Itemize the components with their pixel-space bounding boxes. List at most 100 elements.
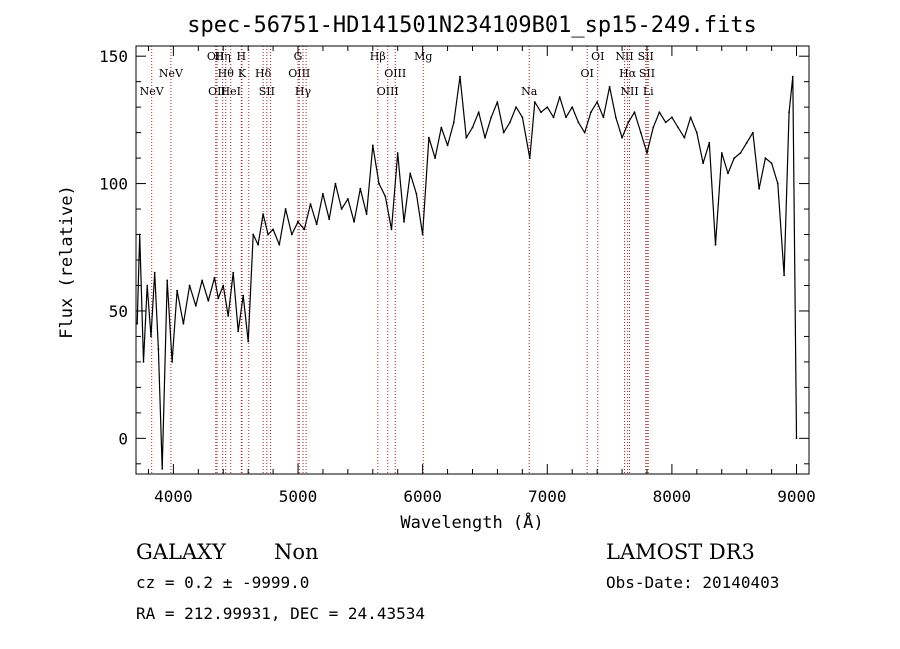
data-point-0-102 — [733, 157, 736, 160]
survey-name: LAMOST DR3 — [606, 540, 755, 564]
data-point-0-3 — [146, 284, 149, 287]
data-point-0-23 — [247, 340, 250, 343]
marker-label-22: OI — [580, 67, 593, 80]
data-point-0-42 — [359, 187, 362, 190]
data-point-0-2 — [142, 361, 145, 363]
data-point-0-46 — [384, 195, 387, 198]
x-tick-label-1: 5000 — [279, 487, 318, 506]
data-point-0-104 — [745, 141, 748, 144]
data-point-0-18 — [222, 284, 225, 287]
data-point-0-79 — [590, 111, 592, 114]
data-point-0-4 — [150, 335, 152, 338]
data-point-0-68 — [521, 116, 524, 119]
data-point-0-32 — [297, 220, 299, 223]
data-point-0-93 — [677, 126, 679, 129]
marker-label-17: Hβ — [370, 50, 386, 63]
data-point-0-100 — [720, 152, 723, 154]
data-point-0-73 — [552, 116, 555, 119]
data-point-0-24 — [252, 233, 255, 236]
data-point-0-92 — [671, 116, 673, 119]
data-point-0-101 — [727, 172, 729, 175]
marker-label-20: Mg — [414, 50, 432, 63]
y-axis-ticks: 0 50 100 150 — [99, 47, 809, 465]
data-point-0-57 — [452, 121, 455, 124]
marker-label-27: SII — [638, 50, 654, 63]
y-tick-label-0: 0 — [118, 429, 128, 448]
data-point-0-70 — [533, 101, 536, 103]
data-point-0-56 — [446, 144, 449, 147]
data-point-0-19 — [227, 315, 230, 317]
marker-label-0: NeV — [140, 85, 165, 98]
data-point-0-99 — [714, 243, 717, 246]
data-point-0-12 — [188, 284, 191, 287]
data-point-0-67 — [515, 106, 517, 108]
marker-label-18: OIII — [377, 85, 399, 98]
obs-date: Obs-Date: 20140403 — [606, 573, 779, 592]
object-class: GALAXY — [136, 540, 227, 564]
data-point-0-6 — [157, 348, 160, 351]
data-point-0-103 — [739, 152, 742, 154]
data-point-0-20 — [232, 271, 235, 274]
marker-label-11: SII — [259, 85, 275, 98]
data-point-0-54 — [434, 157, 436, 160]
data-point-0-105 — [752, 131, 754, 134]
data-point-0-59 — [465, 136, 468, 139]
data-point-0-45 — [378, 182, 380, 185]
marker-label-19: OIII — [384, 67, 406, 80]
spectrum-series — [136, 75, 798, 470]
marker-label-13: G — [294, 50, 303, 63]
data-point-0-77 — [577, 121, 580, 124]
marker-label-29: Li — [643, 85, 654, 98]
series-line-0 — [136, 75, 798, 470]
data-point-0-33 — [303, 228, 306, 231]
data-point-0-84 — [621, 136, 623, 139]
data-point-0-96 — [695, 131, 698, 134]
data-point-0-13 — [194, 305, 197, 307]
data-point-0-76 — [571, 106, 574, 108]
data-point-0-52 — [421, 233, 424, 236]
x-tick-label-4: 8000 — [653, 487, 692, 506]
data-point-0-38 — [334, 182, 337, 185]
data-point-0-58 — [459, 75, 461, 78]
data-point-0-37 — [328, 218, 331, 221]
data-point-0-5 — [153, 271, 156, 274]
marker-label-23: OI — [591, 50, 604, 63]
marker-label-14: OIII — [288, 67, 310, 80]
x-tick-label-3: 7000 — [528, 487, 567, 506]
data-point-0-98 — [708, 141, 711, 144]
data-point-0-40 — [347, 198, 349, 200]
marker-label-6: HeI — [220, 85, 240, 98]
data-point-0-27 — [267, 233, 269, 236]
data-point-0-53 — [428, 136, 430, 139]
marker-label-26: NII — [620, 85, 638, 98]
y-tick-label-2: 100 — [99, 175, 128, 194]
data-point-0-110 — [783, 274, 785, 277]
data-point-0-87 — [639, 131, 642, 134]
data-point-0-7 — [161, 468, 164, 470]
data-point-0-78 — [583, 131, 586, 134]
data-point-0-34 — [309, 203, 312, 205]
data-point-0-39 — [340, 208, 343, 210]
data-point-0-30 — [284, 208, 287, 210]
data-point-0-91 — [664, 121, 667, 124]
data-point-0-82 — [608, 85, 611, 88]
data-point-0-69 — [528, 157, 531, 160]
data-point-0-112 — [791, 75, 794, 78]
data-point-0-14 — [201, 279, 204, 282]
coordinates-line: RA = 212.99931, DEC = 24.43534 — [136, 604, 425, 623]
data-point-0-49 — [403, 220, 405, 223]
data-point-0-80 — [596, 101, 598, 103]
data-point-0-31 — [290, 233, 293, 236]
x-axis-ticks: 4000 5000 6000 7000 8000 9000 — [147, 46, 816, 506]
data-point-0-81 — [602, 116, 605, 119]
y-axis-label: Flux (relative) — [57, 185, 77, 339]
data-point-0-66 — [509, 121, 511, 124]
object-subclass: Non — [274, 540, 319, 564]
data-point-0-64 — [496, 101, 499, 103]
marker-label-25: Hα — [619, 67, 637, 80]
data-point-0-17 — [217, 297, 220, 300]
data-point-0-72 — [546, 106, 549, 108]
data-point-0-47 — [390, 228, 393, 231]
data-point-0-71 — [540, 111, 542, 114]
